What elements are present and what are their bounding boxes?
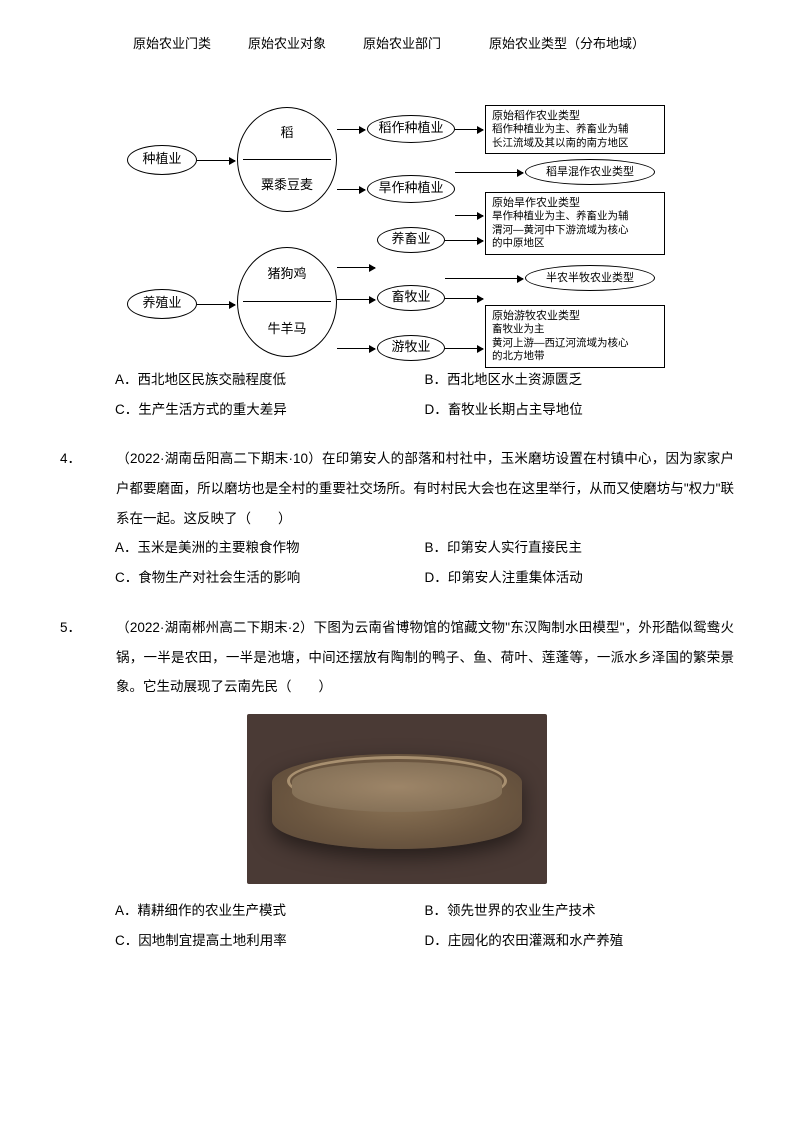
- diagram-arrow: [337, 189, 365, 190]
- diagram-arrow: [455, 172, 523, 173]
- q3-options-row-2: C．生产生活方式的重大差异 D．畜牧业长期占主导地位: [115, 395, 734, 425]
- q3-option-a: A．西北地区民族交融程度低: [115, 365, 425, 395]
- diagram-canvas: 种植业养殖业稻粟黍豆麦猪狗鸡牛羊马稻作种植业旱作种植业养畜业畜牧业游牧业原始稻作…: [117, 67, 677, 357]
- diagram-arrow: [445, 240, 483, 241]
- diagram-split-node: 猪狗鸡牛羊马: [237, 247, 337, 357]
- pottery-model: [272, 754, 522, 849]
- header-col-2: 原始农业对象: [227, 30, 347, 59]
- header-col-3: 原始农业部门: [347, 30, 457, 59]
- diagram-node: 养殖业: [127, 289, 197, 319]
- diagram-headers: 原始农业门类 原始农业对象 原始农业部门 原始农业类型（分布地域）: [117, 30, 677, 59]
- diagram-node: 游牧业: [377, 335, 445, 361]
- q3-option-d: D．畜牧业长期占主导地位: [425, 395, 735, 425]
- diagram-arrow: [197, 160, 235, 161]
- diagram-arrow: [197, 304, 235, 305]
- diagram-type-box: 原始稻作农业类型稻作种植业为主、养畜业为辅长江流域及其以南的南方地区: [485, 105, 665, 155]
- diagram-arrow: [337, 267, 375, 268]
- q3-option-c: C．生产生活方式的重大差异: [115, 395, 425, 425]
- diagram-split-node: 稻粟黍豆麦: [237, 107, 337, 212]
- diagram-arrow: [337, 348, 375, 349]
- header-col-1: 原始农业门类: [117, 30, 227, 59]
- diagram-node: 稻作种植业: [367, 115, 455, 143]
- diagram-arrow: [455, 129, 483, 130]
- diagram-arrow: [455, 215, 483, 216]
- diagram-node: 旱作种植业: [367, 175, 455, 203]
- diagram-node: 养畜业: [377, 227, 445, 253]
- q4-option-d: D．印第安人注重集体活动: [425, 563, 735, 593]
- diagram-type-box: 半农半牧农业类型: [525, 265, 655, 291]
- q5-option-d: D．庄园化的农田灌溉和水产养殖: [425, 926, 735, 956]
- diagram-node: 畜牧业: [377, 285, 445, 311]
- q4-option-b: B．印第安人实行直接民主: [425, 533, 735, 563]
- diagram-node: 种植业: [127, 145, 197, 175]
- q5-option-c: C．因地制宜提高土地利用率: [115, 926, 425, 956]
- q4-number: 4．: [88, 444, 116, 474]
- question-4: 4．（2022·湖南岳阳高二下期末·10）在印第安人的部落和村社中，玉米磨坊设置…: [60, 444, 734, 592]
- q5-option-b: B．领先世界的农业生产技术: [425, 896, 735, 926]
- pottery-photo: [247, 714, 547, 884]
- q4-option-c: C．食物生产对社会生活的影响: [115, 563, 425, 593]
- q3-option-b: B．西北地区水土资源匮乏: [425, 365, 735, 395]
- q4-option-a: A．玉米是美洲的主要粮食作物: [115, 533, 425, 563]
- q3-options-row-1: A．西北地区民族交融程度低 B．西北地区水土资源匮乏: [115, 365, 734, 395]
- question-5: 5．（2022·湖南郴州高二下期末·2）下图为云南省博物馆的馆藏文物"东汉陶制水…: [60, 613, 734, 955]
- diagram-arrow: [337, 129, 365, 130]
- diagram-arrow: [445, 298, 483, 299]
- q4-source: （2022·湖南岳阳高二下期末·10）: [116, 451, 322, 466]
- diagram-type-box: 原始旱作农业类型旱作种植业为主、养畜业为辅渭河—黄河中下游流域为核心的中原地区: [485, 192, 665, 255]
- q4-options-row-1: A．玉米是美洲的主要粮食作物 B．印第安人实行直接民主: [115, 533, 734, 563]
- q5-options-row-2: C．因地制宜提高土地利用率 D．庄园化的农田灌溉和水产养殖: [115, 926, 734, 956]
- q5-options-row-1: A．精耕细作的农业生产模式 B．领先世界的农业生产技术: [115, 896, 734, 926]
- q5-source: （2022·湖南郴州高二下期末·2）: [116, 620, 314, 635]
- q5-option-a: A．精耕细作的农业生产模式: [115, 896, 425, 926]
- q5-number: 5．: [88, 613, 116, 643]
- diagram-arrow: [445, 348, 483, 349]
- q4-options-row-2: C．食物生产对社会生活的影响 D．印第安人注重集体活动: [115, 563, 734, 593]
- pottery-inner: [292, 762, 502, 812]
- header-col-4: 原始农业类型（分布地域）: [457, 30, 677, 59]
- agriculture-diagram: 原始农业门类 原始农业对象 原始农业部门 原始农业类型（分布地域） 种植业养殖业…: [117, 30, 677, 350]
- diagram-arrow: [445, 278, 523, 279]
- diagram-type-box: 稻旱混作农业类型: [525, 159, 655, 185]
- diagram-arrow: [337, 299, 375, 300]
- diagram-type-box: 原始游牧农业类型畜牧业为主黄河上游—西辽河流域为核心的北方地带: [485, 305, 665, 368]
